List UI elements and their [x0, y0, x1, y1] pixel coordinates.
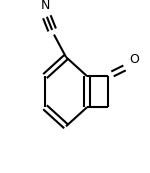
Text: O: O: [129, 53, 139, 66]
Text: N: N: [40, 0, 50, 12]
